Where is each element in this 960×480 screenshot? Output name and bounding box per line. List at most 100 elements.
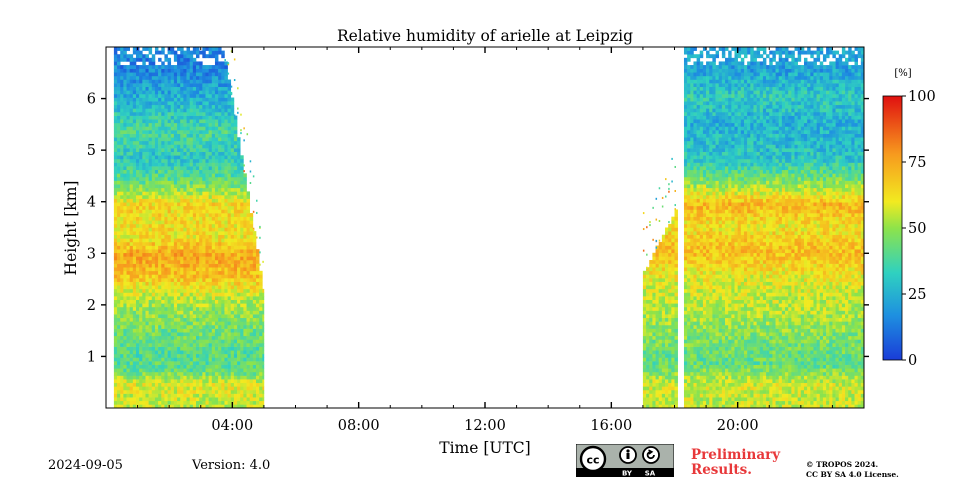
rh-cell [240,404,244,408]
rh-cell [230,285,235,290]
rh-cell [123,335,127,340]
rh-cell [230,249,235,254]
rh-cell [233,296,238,300]
rh-cell [202,162,206,167]
rh-cell [136,83,140,88]
rh-cell [674,379,678,384]
rh-cell [154,130,159,134]
rh-cell [186,267,190,272]
rh-cell [148,148,153,152]
rh-cell [658,292,663,297]
rh-cell [642,274,647,279]
rh-cell [196,238,200,243]
rh-cell [167,119,172,124]
rh-cell [230,371,235,376]
rh-cell [164,148,168,152]
rh-cell [120,104,124,109]
rh-cell [249,379,254,384]
rh-cell [154,195,159,199]
rh-cell [173,184,178,189]
rh-cell [683,213,688,217]
rh-cell [154,314,159,319]
rh-cell [249,231,254,236]
rh-cell [177,278,181,282]
rh-cell [173,213,178,217]
rh-cell [205,176,209,181]
rh-cell [221,343,225,347]
rh-cell [129,108,134,113]
rh-cell [186,198,190,203]
rh-cell [243,249,247,254]
rh-cell [249,296,254,300]
rh-cell [142,119,146,124]
rh-cell [186,270,190,275]
rh-cell [145,249,149,254]
rh-cell [117,241,121,246]
rh-cell [243,386,247,391]
rh-cell [167,151,172,156]
rh-cell [646,353,650,358]
rh-cell [151,133,156,138]
rh-cell [158,101,162,106]
rh-cell [161,357,165,362]
rh-cell [658,270,663,275]
rh-cell [211,371,216,376]
rh-cell [183,108,187,113]
rh-cell [256,321,260,326]
rh-cell [167,86,172,91]
rh-cell [142,364,146,369]
rh-cell [240,393,244,398]
rh-cell [237,314,241,319]
rh-cell [120,357,124,362]
rh-cell [668,270,672,275]
rh-cell [183,148,187,152]
rh-cell [221,209,225,214]
rh-cell [123,404,127,408]
rh-cell [164,176,168,181]
rh-cell [167,198,172,203]
rh-cell [652,361,656,365]
rh-cell [177,321,181,326]
rh-cell [117,285,121,290]
rh-cell [199,252,203,257]
rh-cell [145,162,149,167]
rh-cell [189,397,194,402]
rh-cell [192,324,197,329]
rh-cell [224,238,228,243]
rh-cell [233,148,238,152]
rh-cell [126,400,130,405]
rh-cell [161,296,165,300]
rh-cell [211,335,216,340]
rh-cell [164,343,168,347]
rh-cell [658,397,663,402]
rh-cell [189,364,194,369]
rh-cell [252,303,257,308]
rh-cell [202,169,206,174]
rh-cell [123,209,127,214]
rh-cell [237,357,241,362]
rh-cell [167,296,172,300]
rh-cell [167,216,172,221]
rh-cell [256,296,260,300]
rh-cell [199,122,203,127]
rh-cell [139,137,143,142]
rh-cell [158,400,162,405]
rh-cell [177,364,181,369]
rh-cell [113,343,118,347]
rh-cell [132,65,137,69]
rh-cell [132,379,137,384]
rh-cell [224,220,228,225]
rh-cell [683,75,688,80]
rh-cell [205,93,209,98]
rh-cell [256,252,260,257]
rh-cell [665,364,669,369]
rh-cell [192,256,197,261]
rh-cell [668,314,672,319]
rh-cell [129,343,134,347]
rh-cell [202,47,206,51]
rh-cell [218,198,222,203]
rh-cell [186,299,190,304]
rh-cell [139,126,143,131]
rh-cell [148,213,153,217]
rh-cell [199,227,203,232]
